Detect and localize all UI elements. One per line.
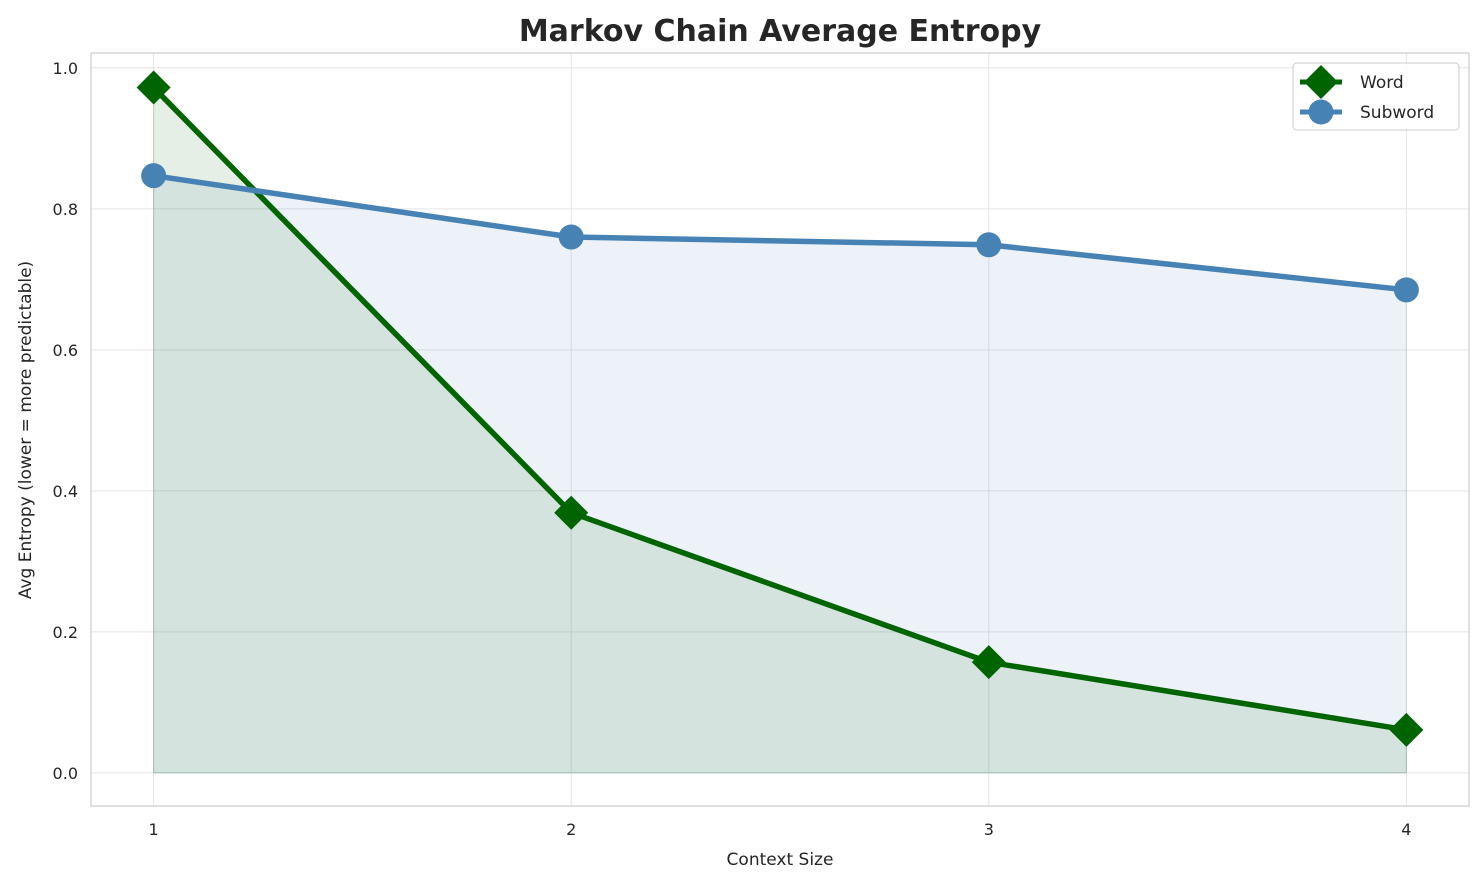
y-tick-label: 0.2 [53,623,78,642]
data-point-subword [141,163,167,189]
data-point-subword [976,232,1002,258]
legend-label: Subword [1360,103,1434,123]
data-point-word [1389,712,1424,747]
x-axis-label: Context Size [727,850,834,870]
data-point-subword [558,224,584,250]
y-tick-label: 0.0 [53,764,78,783]
data-point-word [136,70,171,105]
x-tick-label: 1 [149,820,159,839]
y-tick-label: 0.6 [53,341,78,360]
plot-frame [90,52,1470,807]
y-tick-label: 0.4 [53,482,78,501]
y-axis-label: Avg Entropy (lower = more predictable) [16,261,36,599]
y-tick-label: 1.0 [53,59,78,78]
y-tick-label: 0.8 [53,200,78,219]
legend-marker-subword [1308,99,1334,125]
x-tick-label: 4 [1401,820,1411,839]
series-line-word [151,85,1407,733]
x-tick-label: 3 [984,820,994,839]
series-line-subword [153,172,1407,293]
legend-label: Word [1360,73,1404,93]
legend-marker-word [1304,65,1338,99]
legend: Word Subword [1292,62,1460,131]
chart-title: Markov Chain Average Entropy [519,14,1042,49]
data-point-word [971,645,1006,680]
x-tick-label: 2 [566,820,576,839]
data-point-word [554,495,589,530]
data-point-subword [1393,277,1419,303]
